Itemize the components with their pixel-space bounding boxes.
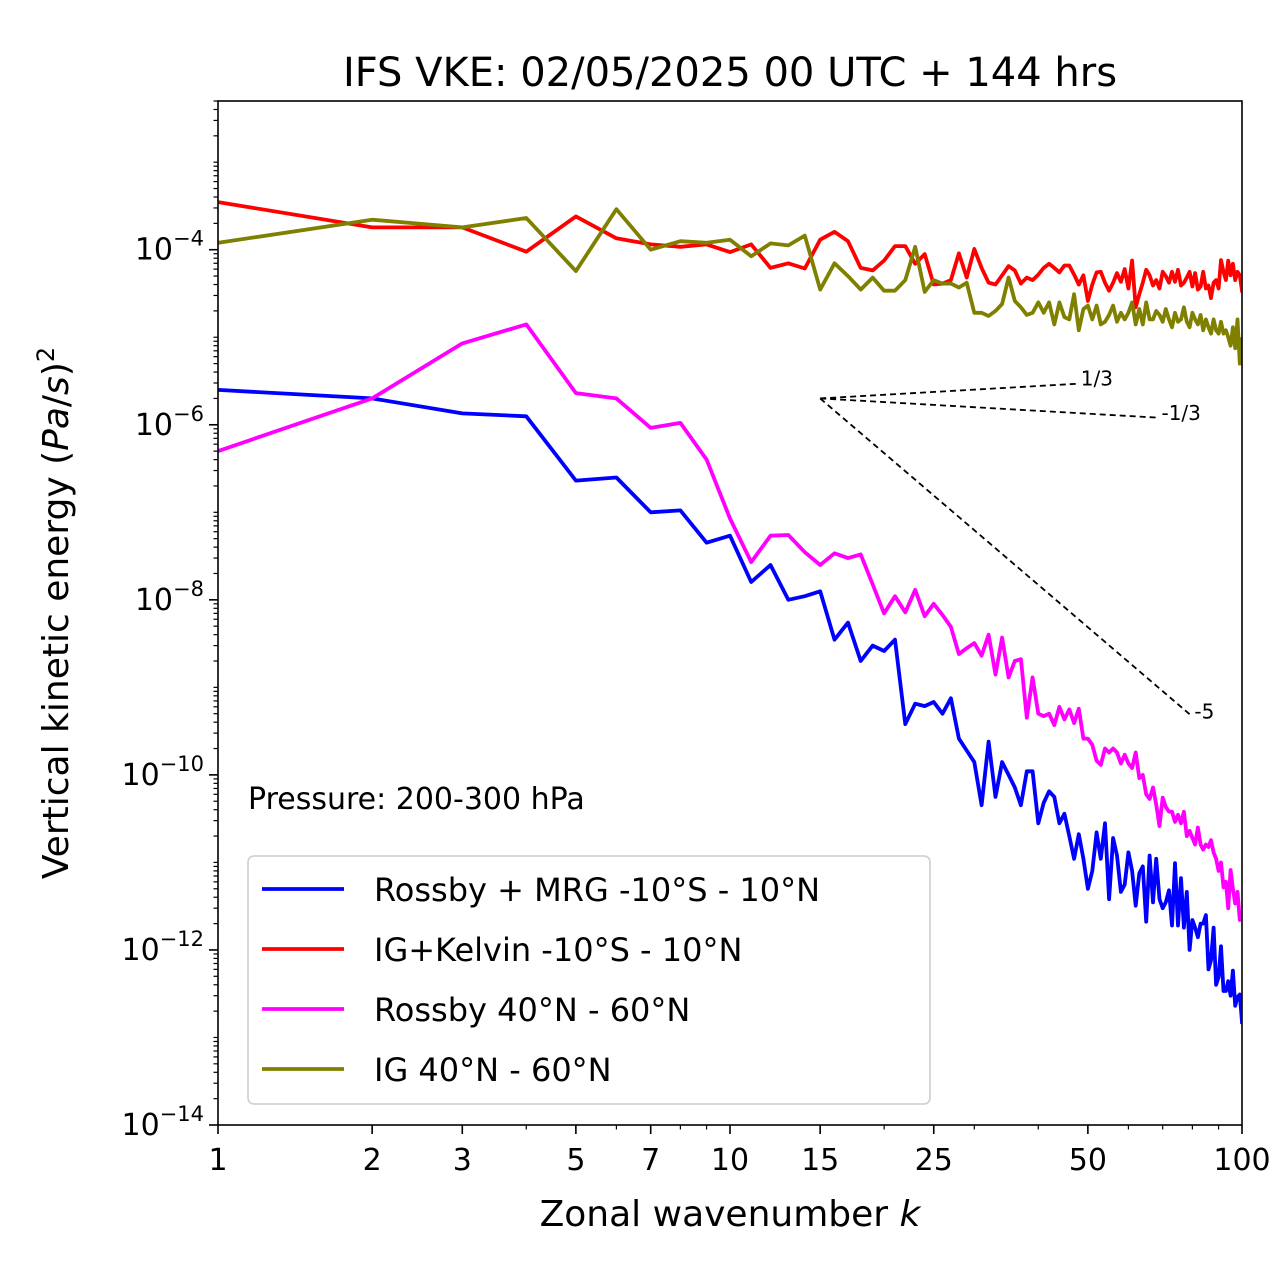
pressure-annotation: Pressure: 200-300 hPa bbox=[248, 782, 585, 817]
legend: Rossby + MRG -10°S - 10°N IG+Kelvin -10°S… bbox=[247, 855, 931, 1105]
reference-slope-label: 1/3 bbox=[1081, 367, 1113, 391]
x-tick-label: 10 bbox=[711, 1143, 749, 1178]
y-tick-label: 10−4 bbox=[135, 227, 204, 268]
x-tick-label: 1 bbox=[208, 1143, 227, 1178]
reference-slope-line bbox=[820, 397, 1160, 419]
chart-title: IFS VKE: 02/05/2025 00 UTC + 144 hrs bbox=[343, 50, 1117, 96]
x-tick-label: 100 bbox=[1213, 1143, 1270, 1178]
x-axis-label: Zonal wavenumber k bbox=[540, 1194, 923, 1235]
reference-slope-line bbox=[819, 397, 1193, 718]
y-tick-label: 10−8 bbox=[135, 577, 204, 618]
reference-slope-label: -1/3 bbox=[1161, 401, 1200, 425]
y-axis-label: Vertical kinetic energy (Pa/s)2 bbox=[32, 347, 77, 879]
x-tick-label: 15 bbox=[801, 1143, 839, 1178]
series-layer bbox=[218, 200, 1242, 1025]
legend-box bbox=[247, 855, 931, 1105]
series-line-4 bbox=[218, 207, 1242, 366]
series-line-3 bbox=[218, 322, 1242, 922]
legend-label: IG 40°N - 60°N bbox=[374, 1051, 612, 1089]
x-tick-label: 50 bbox=[1069, 1143, 1107, 1178]
x-tick-label: 25 bbox=[915, 1143, 953, 1178]
legend-label: Rossby 40°N - 60°N bbox=[374, 991, 690, 1029]
series-line-1 bbox=[218, 387, 1242, 1025]
reference-slopes: 1/3 -1/3 -5 bbox=[819, 367, 1214, 724]
y-axis: 10−14 10−12 10−10 10−8 10−6 10−4 bbox=[121, 100, 218, 1143]
y-tick-label: 10−10 bbox=[121, 752, 204, 793]
legend-label: Rossby + MRG -10°S - 10°N bbox=[374, 871, 820, 909]
y-tick-label: 10−14 bbox=[121, 1102, 204, 1143]
series-line-2 bbox=[218, 200, 1242, 310]
x-tick-label: 3 bbox=[453, 1143, 472, 1178]
x-tick-label: 7 bbox=[641, 1143, 660, 1178]
x-tick-label: 2 bbox=[363, 1143, 382, 1178]
reference-slope-label: -5 bbox=[1194, 700, 1214, 724]
reference-slope-line bbox=[820, 382, 1079, 400]
y-tick-label: 10−6 bbox=[135, 402, 204, 443]
legend-label: IG+Kelvin -10°S - 10°N bbox=[374, 931, 742, 969]
x-axis: 1 2 3 5 7 10 15 25 50 100 bbox=[208, 1125, 1271, 1178]
x-tick-label: 5 bbox=[566, 1143, 585, 1178]
y-tick-label: 10−12 bbox=[121, 927, 204, 968]
